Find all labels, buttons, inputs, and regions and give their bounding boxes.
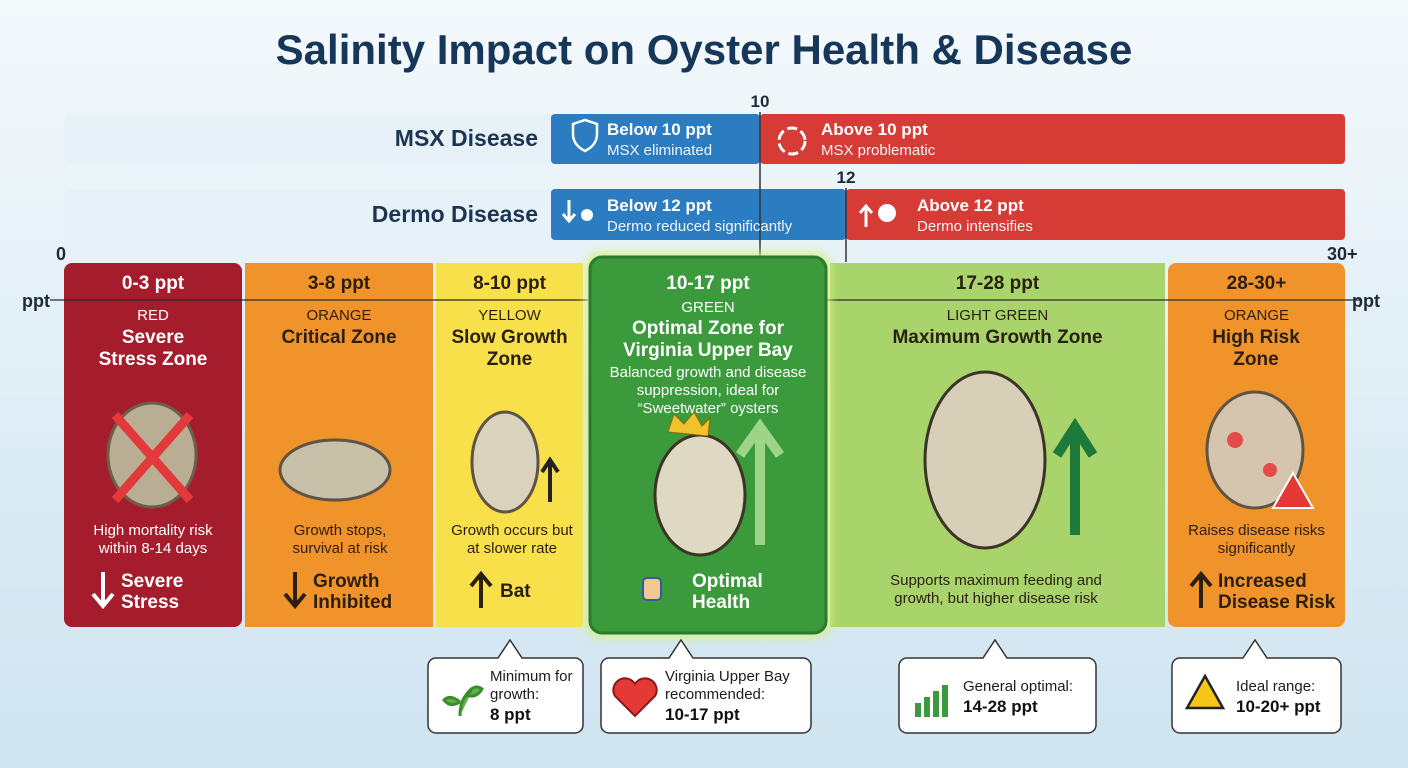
cross-icon	[111, 412, 194, 503]
zone-name: Maximum Growth Zone	[892, 327, 1103, 348]
disease-high-text: MSX problematic	[821, 142, 936, 159]
disease-low-title: Below 10 ppt	[607, 120, 712, 139]
zone-description: Supports maximum feeding and growth, but…	[890, 572, 1102, 607]
zone-name: Optimal Zone for Virginia Upper Bay	[623, 318, 793, 361]
callout-box	[427, 638, 584, 734]
callout-box	[1171, 638, 1342, 734]
oyster-icon	[470, 410, 540, 514]
zone-description: Growth stops, survival at risk	[292, 522, 388, 557]
scale-unit: ppt	[22, 291, 50, 311]
zone-range: 0-3 ppt	[121, 273, 185, 294]
up-arrow-icon	[858, 203, 874, 227]
callout-text: Ideal range:	[1236, 678, 1316, 695]
zone-effect: Growth Inhibited	[313, 571, 393, 613]
callout-text: Minimum for growth:	[490, 668, 573, 703]
disease-name: Dermo Disease	[371, 201, 538, 227]
sprout-icon	[442, 685, 484, 717]
oyster-icon	[653, 433, 747, 557]
zone-name: Slow Growth Zone	[451, 327, 568, 370]
scale-end: 30+	[1327, 244, 1358, 264]
disease-low-title: Below 12 ppt	[607, 196, 712, 215]
zone-level: YELLOW	[478, 307, 541, 324]
up-arrow-icon	[735, 418, 785, 545]
disease-high-text: Dermo intensifies	[917, 218, 1033, 235]
shield-icon	[571, 118, 599, 153]
callout-value: 10-17 ppt	[665, 705, 740, 724]
zone-name: High Risk Zone	[1212, 327, 1300, 370]
zone-effect: Severe Stress	[121, 571, 184, 613]
zone-description: Balanced growth and disease suppression,…	[609, 364, 807, 417]
heart-icon	[612, 677, 658, 718]
warning-icon	[1271, 470, 1315, 509]
zone-level: GREEN	[681, 299, 735, 316]
callout-value: 14-28 ppt	[963, 697, 1038, 716]
oyster-icon	[1205, 390, 1305, 510]
oyster-icon	[278, 438, 392, 502]
callout-text: General optimal:	[963, 678, 1074, 695]
biohazard-icon	[777, 126, 807, 156]
down-arrow-icon	[283, 572, 307, 610]
warning-icon	[1184, 673, 1226, 710]
down-arrow-icon	[91, 572, 115, 610]
disease-low-text: Dermo reduced significantly	[607, 218, 793, 235]
zone-range: 10-17 ppt	[666, 273, 750, 294]
callouts	[427, 638, 1342, 734]
up-arrow-icon	[469, 570, 493, 608]
up-arrow-icon	[1052, 417, 1098, 535]
zone-range: 8-10 ppt	[473, 273, 546, 294]
spot-icon	[1263, 463, 1277, 477]
disease-low-text: MSX eliminated	[607, 142, 713, 159]
zone-description: Growth occurs but at slower rate	[451, 522, 573, 557]
zone-range: 17-28 ppt	[955, 273, 1040, 294]
disease-name: MSX Disease	[394, 125, 538, 151]
callout-box	[898, 638, 1097, 734]
zone-level: ORANGE	[1223, 307, 1289, 324]
germ-icon	[581, 209, 593, 221]
callout-value: 10-20+ ppt	[1236, 697, 1321, 716]
disease-high-title: Above 10 ppt	[821, 120, 928, 139]
zone-description: High mortality risk within 8-14 days	[93, 522, 213, 557]
msx-low-bar	[551, 114, 760, 164]
threshold-label: 10	[750, 92, 770, 111]
down-arrow-icon	[561, 200, 577, 224]
zone-name: Severe Stress Zone	[98, 327, 208, 370]
zone-name: Critical Zone	[281, 327, 397, 348]
disease-high-title: Above 12 ppt	[917, 196, 1024, 215]
dermo-high-bar	[846, 189, 1345, 240]
germ-icon	[878, 204, 896, 222]
zone-effect: Increased Disease Risk	[1218, 571, 1336, 613]
zone-level: ORANGE	[306, 307, 372, 324]
crown-icon	[667, 411, 711, 437]
up-arrow-icon	[540, 456, 560, 502]
oyster-icon	[923, 370, 1047, 550]
zone-range: 3-8 ppt	[307, 273, 371, 294]
zone-level: RED	[137, 307, 169, 324]
bar-chart-icon	[915, 685, 948, 717]
title: Salinity Impact on Oyster Health & Disea…	[275, 26, 1133, 73]
scale-start: 0	[56, 244, 67, 264]
zone-effect: Optimal Health	[692, 571, 763, 613]
callout-text: Virginia Upper Bay recommended:	[665, 668, 790, 703]
threshold-label: 12	[836, 168, 856, 187]
zone-range: 28-30+	[1226, 273, 1287, 294]
zone-effect: Bat	[500, 581, 531, 602]
thumb-icon	[642, 577, 662, 601]
zone-level: LIGHT GREEN	[946, 307, 1049, 324]
callout-box	[600, 638, 812, 734]
spot-icon	[1227, 432, 1243, 448]
up-arrow-icon	[1189, 570, 1213, 608]
msx-high-bar	[760, 114, 1345, 164]
zone-description: Raises disease risks significantly	[1188, 522, 1325, 557]
scale-unit: ppt	[1352, 291, 1380, 311]
dermo-low-bar	[551, 189, 846, 240]
callout-value: 8 ppt	[490, 705, 531, 724]
